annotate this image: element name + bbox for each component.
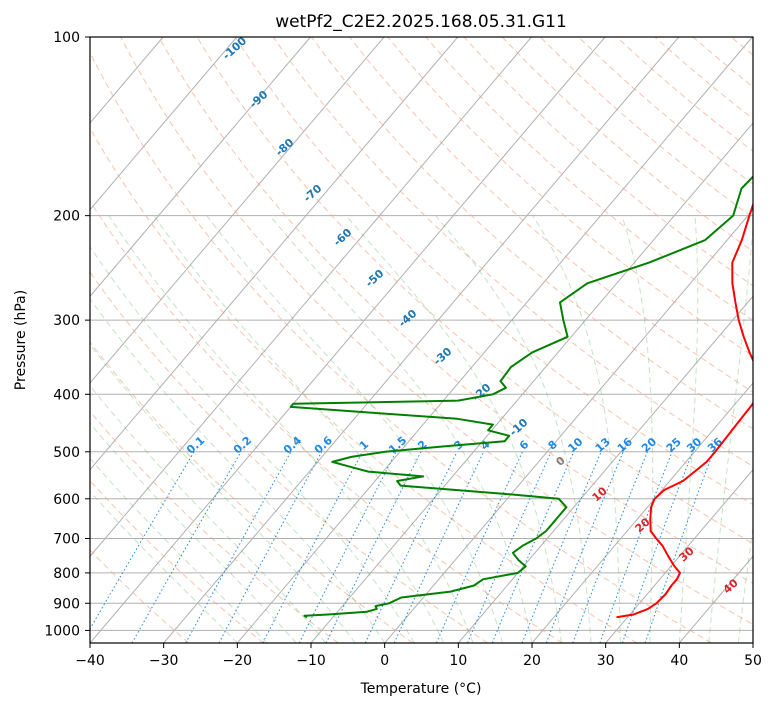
x-tick-label: −40 xyxy=(75,653,105,669)
y-tick-label: 900 xyxy=(53,596,80,612)
isotherm xyxy=(163,37,680,643)
x-tick-label: −30 xyxy=(149,653,179,669)
isotherm xyxy=(90,37,459,471)
y-tick-label: 100 xyxy=(53,30,80,46)
dry-adiabat xyxy=(90,127,638,643)
grid xyxy=(90,37,753,631)
x-tick-label: 40 xyxy=(670,653,688,669)
mixing-ratio-lines xyxy=(90,451,714,643)
y-tick-label: 1000 xyxy=(44,623,80,639)
dry-adiabats xyxy=(90,37,753,643)
mixing-ratio-line xyxy=(325,451,422,643)
dry-adiabat xyxy=(90,549,190,643)
moist-adiabat xyxy=(708,221,753,643)
temperature-profile xyxy=(616,201,753,619)
y-axis-label: Pressure (hPa) xyxy=(13,290,29,390)
x-tick-label: −20 xyxy=(223,653,253,669)
dry-adiabat xyxy=(90,200,563,643)
y-tick-label: 700 xyxy=(53,532,80,548)
moist-adiabat xyxy=(153,215,474,643)
moist-adiabat xyxy=(90,457,268,643)
dry-adiabat xyxy=(234,37,753,506)
y-axis: 100 200 300 400 500 600 700 800 900 1000 xyxy=(44,30,90,639)
isotherm xyxy=(236,37,753,643)
mixing-ratio-line xyxy=(621,451,694,643)
isotherm xyxy=(457,295,753,643)
sounding-profiles xyxy=(289,175,753,619)
moist-adiabat xyxy=(621,215,654,643)
moist-adiabat xyxy=(90,297,386,643)
dry-adiabat xyxy=(310,37,753,430)
y-tick-label: 800 xyxy=(53,566,80,582)
isotherm xyxy=(531,382,753,643)
isotherm xyxy=(384,208,753,643)
y-tick-label: 500 xyxy=(53,445,80,461)
x-tick-label: 0 xyxy=(380,653,389,669)
x-axis: −40 −30 −20 −10 0 10 20 30 40 50 xyxy=(75,643,762,669)
mixing-ratio-line xyxy=(467,451,552,643)
isotherm xyxy=(90,37,606,643)
mixing-ratio-line xyxy=(185,451,292,643)
mixing-ratio-line xyxy=(644,451,714,643)
dry-adiabat xyxy=(90,51,712,643)
x-tick-label: 20 xyxy=(523,653,541,669)
dry-adiabat xyxy=(90,479,264,643)
moist-adiabat xyxy=(532,215,621,643)
dry-adiabat xyxy=(120,37,753,625)
dry-adiabat xyxy=(90,341,414,643)
y-tick-label: 300 xyxy=(53,313,80,329)
x-tick-label: 50 xyxy=(744,653,762,669)
moist-adiabat xyxy=(678,215,699,643)
dry-adiabat xyxy=(196,37,753,545)
x-tick-label: 10 xyxy=(449,653,467,669)
moist-adiabat xyxy=(90,422,297,643)
mixing-ratio-line xyxy=(218,451,323,643)
y-tick-label: 400 xyxy=(53,387,80,403)
y-tick-label: 200 xyxy=(53,209,80,225)
moist-adiabat xyxy=(90,490,238,643)
mixing-ratio-line xyxy=(521,451,602,643)
dry-adiabat xyxy=(158,37,753,585)
x-axis-label: Temperature (°C) xyxy=(360,681,482,697)
y-tick-label: 600 xyxy=(53,492,80,508)
dry-adiabat xyxy=(349,37,753,393)
isotherm xyxy=(605,468,753,643)
moist-adiabat xyxy=(108,215,445,643)
isotherm xyxy=(90,37,532,558)
chart-title: wetPf2_C2E2.2025.168.05.31.G11 xyxy=(275,12,567,32)
dry-adiabat xyxy=(272,37,753,467)
isotherm xyxy=(90,37,238,211)
plot-frame xyxy=(89,36,754,644)
isotherm xyxy=(90,37,385,384)
mixing-ratio-line xyxy=(599,451,673,643)
dry-adiabat xyxy=(90,271,488,643)
isotherms xyxy=(90,37,753,643)
x-tick-label: −10 xyxy=(296,653,326,669)
dewpoint-profile xyxy=(289,175,753,619)
x-tick-label: 30 xyxy=(597,653,615,669)
mixing-ratio-line xyxy=(545,451,624,643)
isotherm xyxy=(90,37,311,298)
moist-adiabat xyxy=(206,215,503,643)
mixing-ratio-line xyxy=(572,451,648,643)
moist-adiabat xyxy=(90,384,327,643)
moist-adiabat xyxy=(90,245,415,643)
